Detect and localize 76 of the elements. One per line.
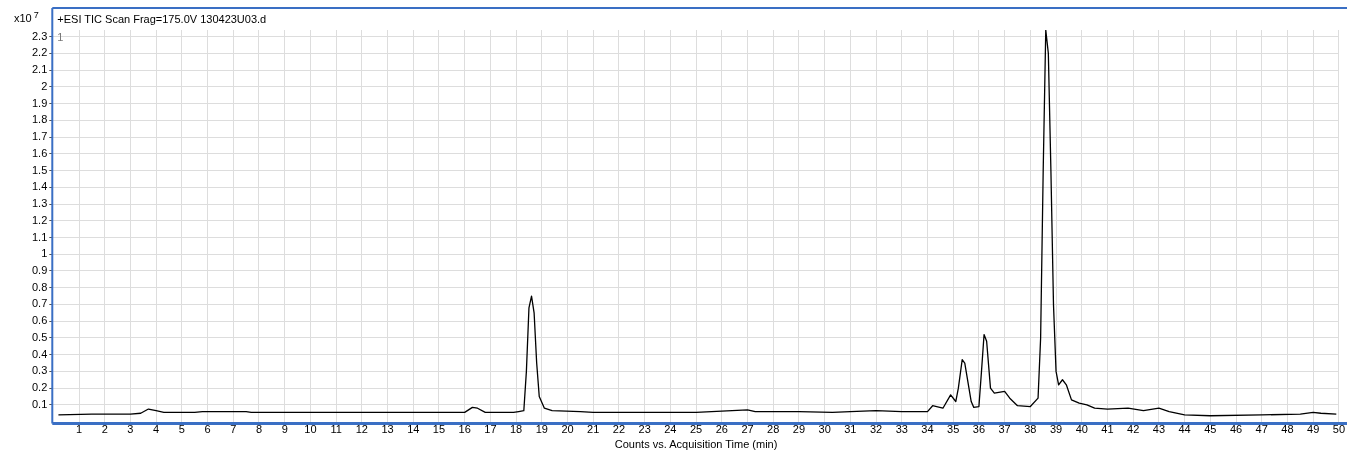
y-tick-label: 1.1 bbox=[31, 230, 48, 243]
x-tick-label: 40 bbox=[1075, 423, 1088, 436]
y-tick-label: 0.5 bbox=[31, 330, 48, 343]
y-tick-label: 0.7 bbox=[31, 297, 48, 310]
y-tick-label: 2.1 bbox=[31, 63, 48, 76]
x-tick-label: 49 bbox=[1307, 423, 1320, 436]
y-tick-label: 2.3 bbox=[31, 29, 48, 42]
x-tick-label: 45 bbox=[1204, 423, 1217, 436]
y-tick-label: 2 bbox=[41, 79, 48, 92]
y-tick-label: 2.2 bbox=[31, 46, 48, 59]
y-tick-label: 0.9 bbox=[31, 264, 48, 277]
y-tick-label: 0.2 bbox=[31, 381, 48, 394]
x-tick-label: 22 bbox=[612, 423, 626, 436]
x-axis-title: Counts vs. Acquisition Time (min) bbox=[614, 438, 778, 451]
x-tick-label: 5 bbox=[178, 423, 185, 436]
x-tick-label: 42 bbox=[1127, 423, 1140, 436]
x-tick-label: 44 bbox=[1178, 423, 1191, 436]
x-tick-label: 4 bbox=[153, 423, 160, 436]
x-tick-label: 20 bbox=[561, 423, 574, 436]
x-tick-label: 24 bbox=[664, 423, 677, 436]
x-tick-label: 38 bbox=[1024, 423, 1037, 436]
x-tick-label: 3 bbox=[127, 423, 134, 436]
x-tick-label: 29 bbox=[792, 423, 806, 436]
x-tick-label: 26 bbox=[715, 423, 728, 436]
y-tick-label: 0.1 bbox=[31, 397, 48, 410]
x-tick-label: 28 bbox=[767, 423, 780, 436]
x-tick-label: 11 bbox=[330, 423, 342, 436]
x-tick-label: 15 bbox=[432, 423, 446, 436]
x-tick-label: 33 bbox=[895, 423, 908, 436]
x-tick-label: 31 bbox=[844, 423, 857, 436]
x-tick-label: 1 bbox=[75, 423, 83, 436]
x-tick-label: 9 bbox=[281, 423, 288, 436]
x-tick-label: 36 bbox=[972, 423, 986, 436]
x-tick-label: 25 bbox=[689, 423, 703, 436]
x-tick-label: 46 bbox=[1229, 423, 1243, 436]
x-tick-label: 37 bbox=[998, 423, 1011, 436]
x-tick-label: 17 bbox=[484, 423, 497, 436]
annotation: 1 bbox=[57, 30, 64, 43]
y-tick-label: 0.4 bbox=[31, 347, 48, 360]
x-tick-label: 41 bbox=[1101, 423, 1114, 436]
x-tick-label: 35 bbox=[947, 423, 960, 436]
y-tick-label: 1.5 bbox=[31, 163, 48, 176]
y-tick-label: 1.8 bbox=[31, 113, 48, 126]
y-tick-label: 0.6 bbox=[31, 314, 48, 327]
x-tick-label: 7 bbox=[230, 423, 237, 436]
x-tick-label: 18 bbox=[509, 423, 523, 436]
x-tick-label: 39 bbox=[1049, 423, 1063, 436]
x-tick-label: 50 bbox=[1332, 423, 1346, 436]
x-tick-label: 10 bbox=[304, 423, 317, 436]
x-tick-label: 16 bbox=[458, 423, 471, 436]
x-tick-label: 6 bbox=[204, 423, 211, 436]
x-tick-label: 48 bbox=[1281, 423, 1294, 436]
x-tick-label: 32 bbox=[869, 423, 883, 436]
y-tick-label: 1.6 bbox=[31, 146, 48, 159]
x-tick-label: 43 bbox=[1152, 423, 1166, 436]
y-tick-label: 0.3 bbox=[31, 364, 48, 377]
y-tick-label: 1 bbox=[41, 247, 48, 260]
x-tick-label: 13 bbox=[381, 423, 394, 436]
y-tick-label: 1.2 bbox=[31, 213, 48, 226]
x-tick-label: 8 bbox=[255, 423, 263, 436]
y-tick-label: 1.9 bbox=[31, 96, 48, 109]
y-tick-label: 1.4 bbox=[31, 180, 48, 193]
x-tick-label: 30 bbox=[818, 423, 831, 436]
y-tick-label: 1.3 bbox=[31, 197, 48, 210]
x-tick-label: 27 bbox=[741, 423, 754, 436]
x-tick-label: 14 bbox=[407, 423, 420, 436]
y-tick-label: 0.8 bbox=[31, 280, 48, 293]
x-tick-label: 34 bbox=[921, 423, 934, 436]
chart-title: +ESI TIC Scan Frag=175.0V 130423U03.d bbox=[57, 13, 267, 26]
x-tick-label: 19 bbox=[535, 423, 548, 436]
y-tick-label: 1.7 bbox=[31, 130, 48, 143]
x-tick-label: 23 bbox=[638, 423, 651, 436]
x-tick-label: 12 bbox=[355, 423, 368, 436]
x-tick-label: 2 bbox=[101, 423, 108, 436]
x-tick-label: 47 bbox=[1255, 423, 1268, 436]
x-tick-label: 21 bbox=[587, 423, 600, 436]
